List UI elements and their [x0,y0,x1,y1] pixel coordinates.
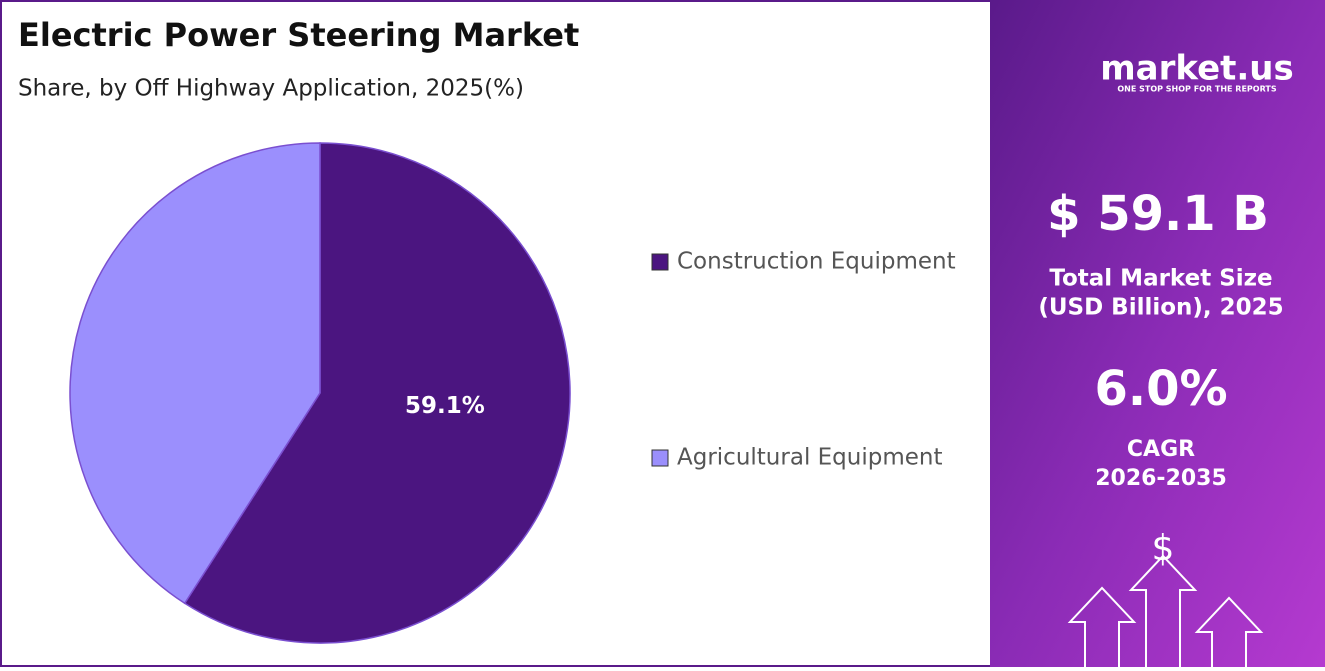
cagr-period: 2026-2035 [1095,466,1227,491]
value-label: 59.1% [405,393,485,419]
pie-slice [183,142,571,644]
pie: 59.1% [69,142,571,644]
arrows [1067,554,1264,667]
dollar-icon: $ [1152,528,1175,569]
market-size-label: (USD Billion), 2025 [1038,295,1283,321]
legend-swatch [651,449,669,467]
legend-label: Construction Equipment [677,249,956,275]
chart-subtitle: Share, by Off Highway Application, 2025(… [18,76,524,102]
legend-swatch [651,253,669,271]
legend-label: Agricultural Equipment [677,445,943,471]
market-size-label: Total Market Size [1049,266,1272,292]
legend: Construction Equipment Agricultural Equip… [651,249,956,471]
panel-texts: market.us ONE STOP SHOP FOR THE REPORTS … [1038,49,1293,570]
chart-title: Electric Power Steering Market [18,16,579,54]
logo: market.us [1100,49,1294,89]
tagline: ONE STOP SHOP FOR THE REPORTS [1117,85,1276,94]
cagr: 6.0% [1094,361,1227,417]
pie-slice [69,142,321,605]
side-panel [990,0,1325,667]
market-size: $ 59.1 B [1047,186,1269,242]
cagr-label: CAGR [1127,437,1195,462]
